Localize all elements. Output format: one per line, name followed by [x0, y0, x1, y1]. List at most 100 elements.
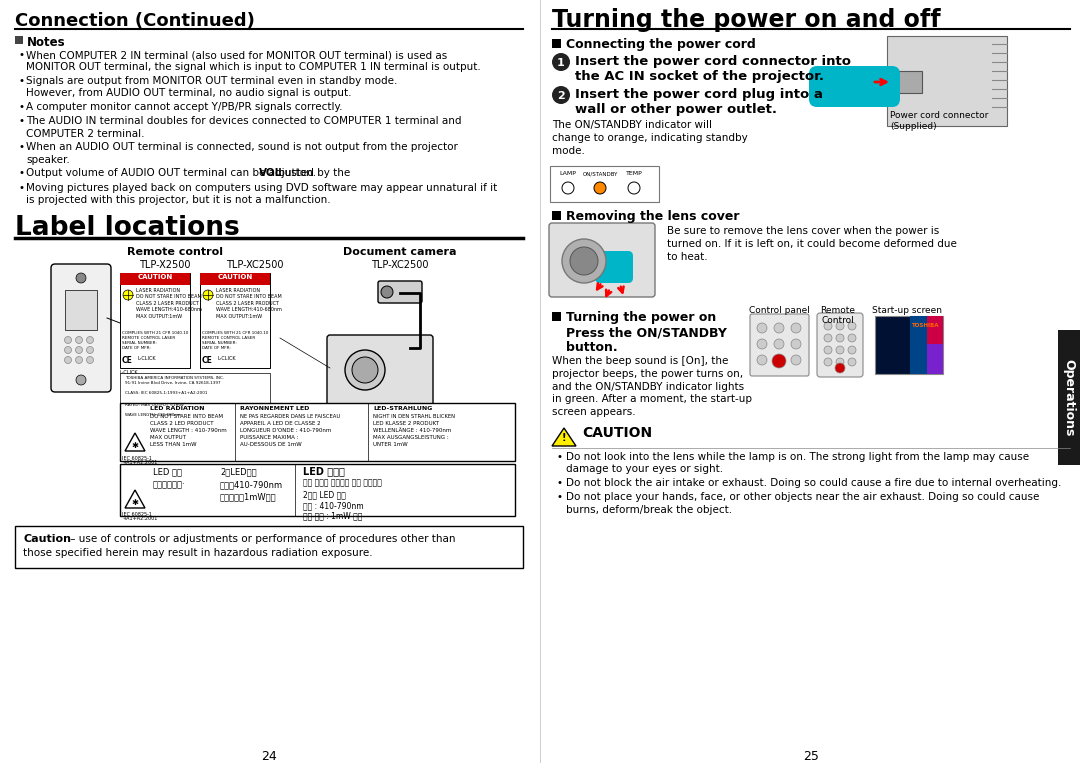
- Text: CAUTION: CAUTION: [137, 274, 173, 280]
- Text: L-CLICK: L-CLICK: [120, 370, 138, 375]
- Text: 2: 2: [557, 91, 565, 101]
- Text: MAX OUTPUT: MAX OUTPUT: [150, 435, 186, 440]
- Circle shape: [76, 336, 82, 343]
- Text: Signals are output from MONITOR OUT terminal even in standby mode.
However, from: Signals are output from MONITOR OUT term…: [26, 76, 397, 98]
- Text: Label locations: Label locations: [15, 215, 240, 241]
- Text: Be sure to remove the lens cover when the power is
turned on. If it is left on, : Be sure to remove the lens cover when th…: [667, 226, 957, 262]
- Circle shape: [65, 356, 71, 363]
- Bar: [875, 316, 943, 374]
- Circle shape: [772, 354, 786, 368]
- Text: LED 표시등: LED 표시등: [303, 466, 345, 476]
- Text: PUISSANCE MAXIMA :: PUISSANCE MAXIMA :: [240, 435, 298, 440]
- Bar: [927, 316, 943, 344]
- FancyBboxPatch shape: [887, 36, 1007, 126]
- Text: Output volume of AUDIO OUT terminal can be adjusted by the: Output volume of AUDIO OUT terminal can …: [26, 169, 353, 179]
- Text: wall or other power outlet.: wall or other power outlet.: [575, 103, 777, 116]
- Circle shape: [824, 322, 832, 330]
- Circle shape: [76, 273, 86, 283]
- Text: •: •: [19, 169, 25, 179]
- Circle shape: [774, 339, 784, 349]
- Circle shape: [352, 357, 378, 383]
- Circle shape: [76, 346, 82, 353]
- Circle shape: [757, 339, 767, 349]
- Circle shape: [123, 290, 133, 300]
- Bar: [15, 526, 523, 568]
- Circle shape: [836, 334, 843, 342]
- Bar: [120, 464, 515, 516]
- Text: IEC 60825-1: IEC 60825-1: [122, 512, 152, 517]
- Text: When the beep sound is [On], the
projector beeps, the power turns on,
and the ON: When the beep sound is [On], the project…: [552, 356, 752, 417]
- Circle shape: [65, 346, 71, 353]
- Text: ✱: ✱: [132, 498, 138, 507]
- Bar: [120, 373, 270, 423]
- Text: VOL: VOL: [259, 169, 282, 179]
- Text: Do not block the air intake or exhaust. Doing so could cause a fire due to inter: Do not block the air intake or exhaust. …: [566, 478, 1062, 488]
- Circle shape: [76, 375, 86, 385]
- Text: Insert the power cord connector into: Insert the power cord connector into: [575, 55, 851, 68]
- FancyBboxPatch shape: [51, 264, 111, 392]
- FancyBboxPatch shape: [816, 313, 863, 377]
- Bar: [15, 36, 23, 44]
- FancyBboxPatch shape: [750, 314, 809, 376]
- Text: MAX AUSGANGSLEISTUNG :: MAX AUSGANGSLEISTUNG :: [373, 435, 449, 440]
- Text: CLASS: IEC 60825-1:1993+A1+A2:2001: CLASS: IEC 60825-1:1993+A1+A2:2001: [125, 391, 207, 395]
- Text: Start-up screen: Start-up screen: [872, 306, 942, 315]
- Bar: [200, 273, 270, 285]
- FancyBboxPatch shape: [327, 335, 433, 406]
- Bar: [552, 39, 561, 48]
- Text: 25: 25: [804, 750, 819, 763]
- Text: 辐度输出：1mW以下: 辐度输出：1mW以下: [220, 492, 276, 501]
- Text: •: •: [19, 117, 25, 127]
- Polygon shape: [125, 433, 145, 451]
- Bar: [65, 290, 97, 330]
- Bar: [910, 316, 943, 374]
- Text: The AUDIO IN terminal doubles for devices connected to COMPUTER 1 terminal and
C: The AUDIO IN terminal doubles for device…: [26, 117, 461, 139]
- Text: RAYONNEMENT LED: RAYONNEMENT LED: [240, 406, 309, 411]
- Text: LED RADIATION: LED RADIATION: [150, 406, 204, 411]
- Text: WAVE LENGTH : 410-790nm: WAVE LENGTH : 410-790nm: [150, 428, 227, 433]
- Text: button.: button.: [566, 341, 618, 354]
- Text: LASER RADIATION
DO NOT STARE INTO BEAM
CLASS 2 LASER PRODUCT
WAVE LENGTH:410-680: LASER RADIATION DO NOT STARE INTO BEAM C…: [216, 288, 282, 319]
- Circle shape: [836, 346, 843, 354]
- Text: When an AUDIO OUT terminal is connected, sound is not output from the projector
: When an AUDIO OUT terminal is connected,…: [26, 143, 458, 165]
- FancyBboxPatch shape: [550, 166, 659, 202]
- Text: those specified herein may result in hazardous radiation exposure.: those specified herein may result in haz…: [23, 548, 373, 558]
- Text: 발광 팬선을 장면으로 보지 마십시오: 발광 팬선을 장면으로 보지 마십시오: [303, 478, 382, 487]
- Circle shape: [848, 358, 856, 366]
- Text: LONGUEUR D'ONDE : 410-790nm: LONGUEUR D'ONDE : 410-790nm: [240, 428, 332, 433]
- Text: Document camera: Document camera: [343, 247, 457, 257]
- Text: +A1+A2:2001: +A1+A2:2001: [122, 516, 158, 521]
- Text: APPAREIL A LED DE CLASSE 2: APPAREIL A LED DE CLASSE 2: [240, 421, 321, 426]
- Circle shape: [65, 336, 71, 343]
- Circle shape: [562, 182, 573, 194]
- Text: Do not look into the lens while the lamp is on. The strong light from the lamp m: Do not look into the lens while the lamp…: [566, 452, 1029, 475]
- Text: Turning the power on: Turning the power on: [566, 311, 716, 324]
- Text: button.: button.: [275, 169, 316, 179]
- Text: WELLENLÄNGE : 410-790nm: WELLENLÄNGE : 410-790nm: [373, 428, 451, 433]
- Text: •: •: [557, 492, 563, 503]
- Text: CLASS 2 LED PRODUCT: CLASS 2 LED PRODUCT: [150, 421, 214, 426]
- Text: 최대 출력 : 1mW 이하: 최대 출력 : 1mW 이하: [303, 511, 363, 520]
- Text: •: •: [19, 102, 25, 112]
- Text: DO NOT STARE INTO BEAM: DO NOT STARE INTO BEAM: [150, 414, 222, 419]
- Text: Removing the lens cover: Removing the lens cover: [566, 210, 740, 223]
- Circle shape: [570, 247, 598, 275]
- Bar: [120, 403, 515, 461]
- Text: Control panel: Control panel: [748, 306, 809, 315]
- Circle shape: [791, 355, 801, 365]
- Circle shape: [86, 336, 94, 343]
- Text: LAMP: LAMP: [559, 171, 577, 176]
- Text: LED KLASSE 2 PRODUKT: LED KLASSE 2 PRODUKT: [373, 421, 438, 426]
- Text: Notes: Notes: [27, 36, 66, 49]
- Text: Moving pictures played back on computers using DVD software may appear unnatural: Moving pictures played back on computers…: [26, 183, 497, 205]
- Text: +A1+A2:2001: +A1+A2:2001: [122, 460, 158, 465]
- Text: CAUTION: CAUTION: [582, 426, 652, 440]
- Bar: [200, 273, 270, 368]
- Text: LASER RADIATION
DO NOT STARE INTO BEAM
CLASS 2 LASER PRODUCT
WAVE LENGTH:410-680: LASER RADIATION DO NOT STARE INTO BEAM C…: [136, 288, 202, 319]
- Text: ✱: ✱: [132, 441, 138, 450]
- Text: 24: 24: [261, 750, 276, 763]
- Text: Connecting the power cord: Connecting the power cord: [566, 38, 756, 51]
- Text: 피장 : 410-790nm: 피장 : 410-790nm: [303, 501, 364, 510]
- Bar: [552, 312, 561, 321]
- Bar: [120, 273, 190, 368]
